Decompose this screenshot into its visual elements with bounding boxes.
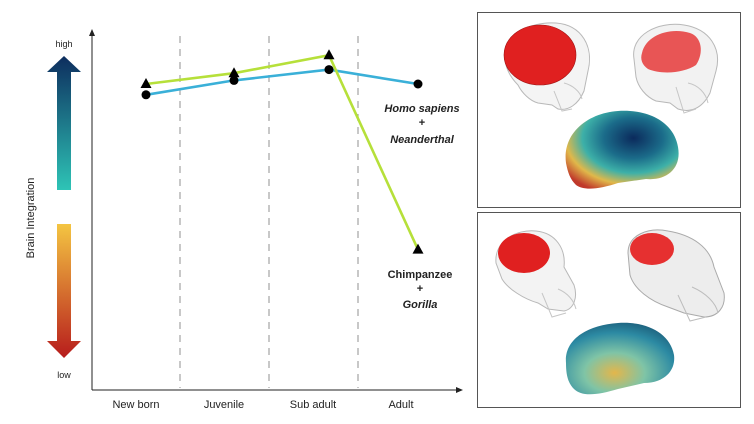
human-brain-map-icon	[565, 110, 679, 189]
human-neanderthal-panel	[477, 12, 741, 208]
chimp-gorilla-panel	[477, 212, 741, 408]
ape-brain-map-icon	[565, 322, 675, 395]
series-1-point-1	[228, 67, 240, 78]
neanderthal-skull-icon	[633, 23, 718, 114]
y-scale-low-label: low	[57, 370, 71, 380]
y-axis-arrowhead-icon	[89, 29, 95, 36]
series-0-point-2	[324, 65, 334, 75]
series-0-point-1	[229, 75, 239, 85]
chimp-gorilla-illustration	[495, 229, 725, 395]
x-tick-label-subadult: Sub adult	[290, 399, 336, 411]
series-label-plus-1: +	[419, 117, 425, 129]
x-axis-arrowhead-icon	[456, 387, 463, 393]
series-1-point-3	[412, 243, 424, 254]
x-tick-label-newborn: New born	[112, 399, 159, 411]
y-scale-high-label: high	[55, 39, 72, 49]
series-label-chimpanzee: Chimpanzee	[388, 269, 453, 281]
series-1-point-0	[140, 78, 152, 88]
series-label-plus-2: +	[417, 283, 423, 295]
series-line-chimp-gorilla	[145, 53, 420, 251]
series-label-gorilla: Gorilla	[403, 299, 438, 311]
series-line-homo-neanderthal	[145, 68, 419, 97]
x-tick-label-juvenile: Juvenile	[204, 399, 244, 411]
high-arrow-icon	[47, 56, 81, 190]
series-0-point-3	[413, 79, 423, 89]
series-0-point-0	[141, 90, 151, 100]
human-skull-icon	[503, 22, 590, 112]
gorilla-skull-icon	[627, 229, 725, 322]
x-tick-label-adult: Adult	[388, 399, 413, 411]
series-label-neanderthal: Neanderthal	[390, 134, 455, 146]
low-arrow-icon	[47, 224, 81, 358]
series-markers	[140, 49, 424, 254]
series-label-homo-sapiens: Homo sapiens	[384, 103, 459, 115]
human-neanderthal-illustration	[503, 22, 718, 189]
y-axis-label: Brain Integration	[25, 178, 37, 259]
series-1-point-2	[323, 49, 335, 60]
chimpanzee-skull-icon	[495, 230, 577, 318]
